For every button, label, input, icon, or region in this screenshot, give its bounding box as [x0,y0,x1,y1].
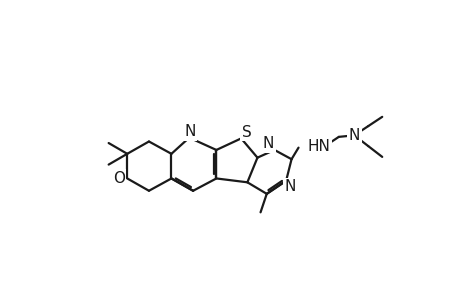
Text: N: N [284,179,295,194]
Text: N: N [348,128,359,143]
Text: O: O [112,171,124,186]
Text: S: S [241,125,251,140]
Text: HN: HN [307,139,330,154]
Text: N: N [184,124,195,139]
Text: N: N [262,136,274,151]
